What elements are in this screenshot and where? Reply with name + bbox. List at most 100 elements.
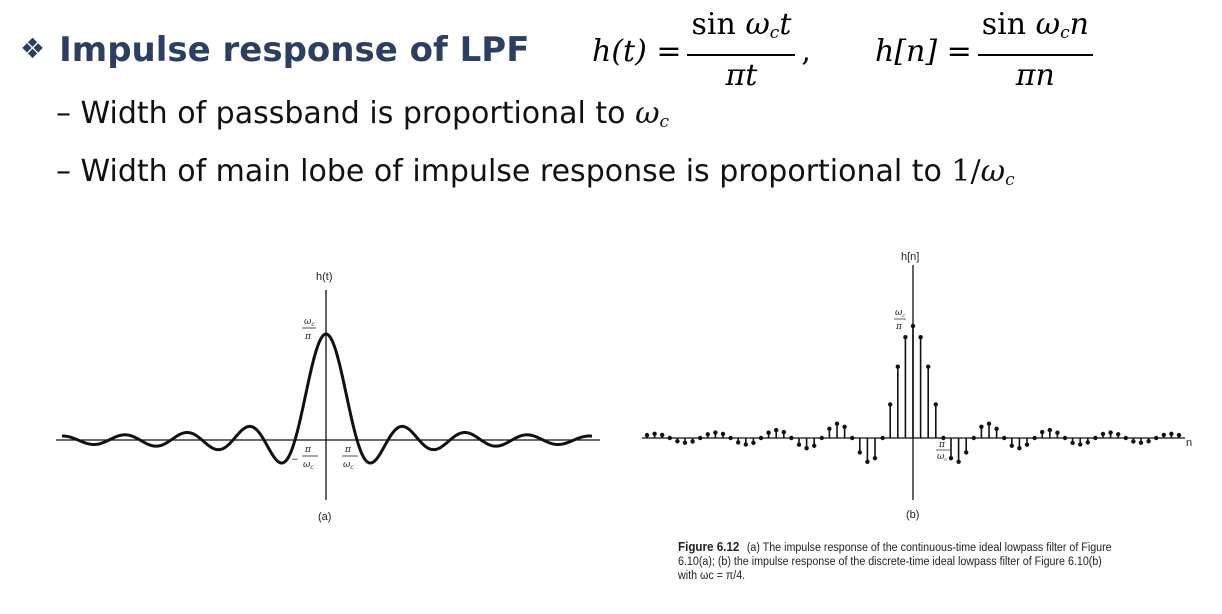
stem-dot [971, 435, 976, 441]
stem-dot [865, 459, 870, 464]
stem-dot [819, 435, 824, 441]
bullet-text: – Width of main lobe of impulse response… [56, 154, 952, 189]
stem-dot [766, 430, 771, 435]
diamond-bullet-icon: ❖ [20, 32, 46, 65]
equation-discrete: h[n] = sin ωcn πn [875, 6, 1099, 96]
figure-a-neg-tick-den-sub: c [310, 464, 314, 471]
stem-dot [1100, 431, 1106, 437]
stem-dot [1040, 429, 1045, 435]
stem-dot [895, 364, 900, 369]
stem-dot [705, 432, 710, 437]
equation-continuous-numerator: sin ωct [687, 6, 796, 56]
stem-dot [736, 440, 741, 445]
math-sub: c [659, 112, 670, 132]
stem-dot [1078, 442, 1083, 447]
figure-a-peak-label-num: ωc [304, 317, 315, 328]
equation-discrete-numerator: sin ωcn [977, 6, 1093, 56]
equation-fn: sin [691, 7, 736, 42]
bullet-main-lobe: – Width of main lobe of impulse response… [56, 154, 1015, 190]
stem-dot [1123, 435, 1129, 441]
stem-dot [926, 364, 931, 369]
equation-continuous-fraction: sin ωct πt [687, 6, 796, 96]
stem-dot [941, 435, 946, 441]
figure-a-peak-num-var: ω [304, 317, 312, 327]
stem-dot [812, 443, 817, 448]
stem-dot [964, 450, 969, 455]
figure-b-tick-den: ωc [937, 452, 947, 463]
stem-dot [1070, 440, 1075, 446]
stem-dot [1093, 435, 1098, 441]
figure-b-peak-label-num: ωc [895, 308, 905, 319]
caption-text: (a) The impulse response of the continuo… [678, 542, 1112, 582]
figure-a-peak-num-sub: c [311, 321, 315, 328]
stem-dot [956, 459, 961, 464]
figure-a-sublabel: (a) [318, 511, 331, 523]
stem-dot [1009, 443, 1014, 448]
stem-dot [667, 435, 672, 441]
stem-dot [872, 455, 878, 461]
equation-var: ω [745, 7, 770, 42]
equation-discrete-lhs: h[n] = [875, 33, 972, 69]
stem-dot [690, 439, 695, 444]
equation-discrete-denominator: πn [1015, 58, 1055, 93]
figure-b-peak-num-var: ω [895, 308, 903, 318]
stem-dot [713, 430, 718, 435]
figure-a-pos-tick-den: ωc [343, 460, 354, 471]
slide-heading: ❖ Impulse response of LPF [20, 30, 529, 70]
stem-dot [888, 402, 893, 407]
stem-dot [743, 442, 748, 447]
figure-a-peak-label-den: π [304, 332, 312, 342]
bullet-math: 1/ωc [951, 154, 1015, 190]
figure-a: h(t) ωc π − π ωc π ωc (a) [56, 271, 600, 523]
stem-dot [796, 442, 802, 447]
stem-dot [1154, 435, 1159, 441]
figure-b: h[n] n ωc π π ωc (b) [642, 251, 1192, 521]
figure-a-pos-tick-den-var: ω [343, 460, 351, 470]
equation-sub: c [1060, 23, 1070, 43]
stem-dot [720, 431, 726, 437]
stem-dot [1032, 435, 1037, 441]
stem-dot [1161, 432, 1167, 438]
stem-dot [850, 435, 855, 441]
figure-b-sublabel: (b) [906, 509, 919, 521]
math-var: ω [980, 154, 1006, 189]
stem-dot [842, 424, 847, 429]
stem-dot [1108, 430, 1113, 435]
equation-var: ω [1035, 7, 1061, 42]
equation-arg: n [1069, 7, 1089, 42]
stem-dot [834, 421, 840, 426]
math-prefix: 1/ [951, 154, 981, 189]
equation-discrete-fraction: sin ωcn πn [977, 6, 1093, 96]
stem-dot [857, 450, 862, 455]
stem-dot [1116, 432, 1121, 437]
math-var: ω [635, 96, 660, 131]
stem-dot [1169, 431, 1174, 437]
stem-dot [751, 440, 756, 446]
slide-title: Impulse response of LPF [59, 30, 530, 70]
equation-arg: t [779, 7, 792, 42]
equation-continuous: h(t) = sin ωct πt , [592, 6, 811, 96]
stem-dot [1017, 445, 1022, 451]
figure-a-pos-tick-num: π [344, 445, 352, 455]
figure-a-y-label: h(t) [316, 271, 333, 283]
stem-dot [933, 402, 938, 407]
stem-dot [804, 445, 809, 451]
equation-continuous-lhs: h(t) = [592, 33, 682, 69]
equation-continuous-denominator: πt [725, 58, 758, 93]
stem-dot [728, 435, 733, 441]
stem-dot [918, 334, 923, 340]
stem-dot [660, 432, 665, 438]
stem-dot [698, 435, 703, 441]
stem-dot [1146, 439, 1151, 444]
stem-dot [986, 421, 992, 426]
math-sub: c [1005, 170, 1015, 190]
stem-dot [675, 439, 680, 444]
figure-a-neg-tick-sign: − [291, 455, 299, 465]
figure-b-y-label: h[n] [901, 251, 919, 263]
figure-a-sinc-curve [61, 332, 593, 465]
equation-comma: , [801, 33, 811, 69]
stem-dot [652, 431, 657, 437]
stem-dot [979, 424, 984, 429]
stem-dot [789, 435, 794, 441]
